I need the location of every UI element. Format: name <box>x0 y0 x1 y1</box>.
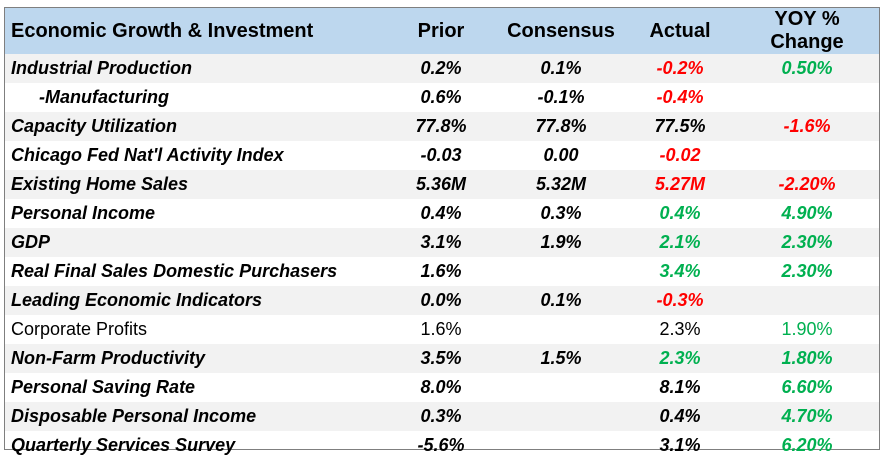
indicator-cell: -Manufacturing <box>39 87 169 107</box>
consensus-cell <box>497 315 625 344</box>
indicator-cell: Personal Income <box>11 203 156 223</box>
header-actual: Actual <box>649 19 711 42</box>
yoy-change-cell: 2.30% <box>781 232 833 252</box>
indicator-cell: Quarterly Services Survey <box>11 435 236 455</box>
indicator-cell: Chicago Fed Nat'l Activity Index <box>11 145 284 165</box>
yoy-change-cell: 1.80% <box>781 348 833 368</box>
prior-cell: 77.8% <box>415 116 467 136</box>
actual-cell: 3.1% <box>659 435 701 455</box>
actual-cell: 3.4% <box>659 261 701 281</box>
prior-cell: -5.6% <box>417 435 465 455</box>
consensus-cell: 5.32M <box>535 174 587 194</box>
yoy-change-cell <box>735 83 879 112</box>
consensus-cell <box>497 257 625 286</box>
prior-cell: 0.2% <box>420 58 462 78</box>
table-row: -Manufacturing 0.6% -0.1% -0.4% <box>5 83 879 112</box>
consensus-cell: 0.1% <box>540 58 582 78</box>
actual-cell: 2.3% <box>659 319 701 339</box>
table-row: Corporate Profits 1.6% 2.3% 1.90% <box>5 315 879 344</box>
table-row: Capacity Utilization 77.8% 77.8% 77.5% -1.6% <box>5 112 879 141</box>
prior-cell: 1.6% <box>420 261 462 281</box>
table-row: Leading Economic Indicators 0.0% 0.1% -0.3% <box>5 286 879 315</box>
actual-cell: -0.02 <box>659 145 701 165</box>
header-indicator: Economic Growth & Investment <box>11 19 314 42</box>
indicator-cell: Industrial Production <box>11 58 193 78</box>
yoy-change-cell <box>735 286 879 315</box>
indicator-cell: Existing Home Sales <box>11 174 189 194</box>
consensus-cell <box>497 431 625 460</box>
prior-cell: 8.0% <box>420 377 462 397</box>
yoy-change-cell: 6.60% <box>781 377 833 397</box>
actual-cell: -0.3% <box>656 290 704 310</box>
table-body: Industrial Production 0.2% 0.1% -0.2% 0.50% -… <box>5 54 879 460</box>
yoy-change-cell: 1.90% <box>781 319 833 339</box>
indicator-cell: Personal Saving Rate <box>11 377 196 397</box>
actual-cell: 2.1% <box>659 232 701 252</box>
table-row: Existing Home Sales 5.36M 5.32M 5.27M -2.20% <box>5 170 879 199</box>
prior-cell: 0.4% <box>420 203 462 223</box>
table-row: Quarterly Services Survey -5.6% 3.1% 6.20% <box>5 431 879 460</box>
actual-cell: 2.3% <box>659 348 701 368</box>
economic-indicators-table: Economic Growth & Investment Prior Conse… <box>5 8 879 460</box>
indicator-cell: Disposable Personal Income <box>11 406 257 426</box>
table-row: Chicago Fed Nat'l Activity Index -0.03 0.0… <box>5 141 879 170</box>
prior-cell: 1.6% <box>420 319 462 339</box>
yoy-change-cell: 4.90% <box>781 203 833 223</box>
yoy-change-cell: 4.70% <box>781 406 833 426</box>
actual-cell: 0.4% <box>659 203 701 223</box>
prior-cell: 5.36M <box>415 174 467 194</box>
yoy-change-cell: 2.30% <box>781 261 833 281</box>
indicator-cell: Real Final Sales Domestic Purchasers <box>11 261 338 281</box>
prior-cell: -0.03 <box>420 145 462 165</box>
yoy-change-cell <box>735 141 879 170</box>
consensus-cell: 0.00 <box>543 145 579 165</box>
consensus-cell: 0.1% <box>540 290 582 310</box>
consensus-cell: 0.3% <box>540 203 582 223</box>
consensus-cell <box>497 402 625 431</box>
table-row: Real Final Sales Domestic Purchasers 1.6%… <box>5 257 879 286</box>
yoy-change-cell: 6.20% <box>781 435 833 455</box>
table-row: Personal Income 0.4% 0.3% 0.4% 4.90% <box>5 199 879 228</box>
prior-cell: 3.5% <box>420 348 462 368</box>
yoy-change-cell: 0.50% <box>781 58 833 78</box>
yoy-change-cell: -1.6% <box>783 116 831 136</box>
indicator-cell: Corporate Profits <box>11 319 148 339</box>
actual-cell: -0.4% <box>656 87 704 107</box>
consensus-cell: 1.5% <box>540 348 582 368</box>
actual-cell: 8.1% <box>659 377 701 397</box>
indicator-cell: Capacity Utilization <box>11 116 178 136</box>
actual-cell: 77.5% <box>654 116 706 136</box>
economic-table-frame: Economic Growth & Investment Prior Conse… <box>4 7 880 455</box>
prior-cell: 3.1% <box>420 232 462 252</box>
actual-cell: 5.27M <box>654 174 706 194</box>
prior-cell: 0.6% <box>420 87 462 107</box>
consensus-cell: -0.1% <box>537 87 585 107</box>
actual-cell: 0.4% <box>659 406 701 426</box>
indicator-cell: GDP <box>11 232 51 252</box>
actual-cell: -0.2% <box>656 58 704 78</box>
prior-cell: 0.0% <box>420 290 462 310</box>
table-row: Industrial Production 0.2% 0.1% -0.2% 0.50% <box>5 54 879 83</box>
table-row: Personal Saving Rate 8.0% 8.1% 6.60% <box>5 373 879 402</box>
indicator-cell: Non-Farm Productivity <box>11 348 206 368</box>
consensus-cell: 77.8% <box>535 116 587 136</box>
yoy-change-cell: -2.20% <box>778 174 836 194</box>
consensus-cell: 1.9% <box>540 232 582 252</box>
indicator-cell: Leading Economic Indicators <box>11 290 263 310</box>
table-header-row: Economic Growth & Investment Prior Conse… <box>5 8 879 54</box>
prior-cell: 0.3% <box>420 406 462 426</box>
table-row: GDP 3.1% 1.9% 2.1% 2.30% <box>5 228 879 257</box>
header-prior: Prior <box>417 19 465 42</box>
table-row: Disposable Personal Income 0.3% 0.4% 4.70% <box>5 402 879 431</box>
consensus-cell <box>497 373 625 402</box>
header-consensus: Consensus <box>507 19 615 42</box>
table-row: Non-Farm Productivity 3.5% 1.5% 2.3% 1.80% <box>5 344 879 373</box>
header-yoy-change: YOY % Change <box>770 8 844 53</box>
